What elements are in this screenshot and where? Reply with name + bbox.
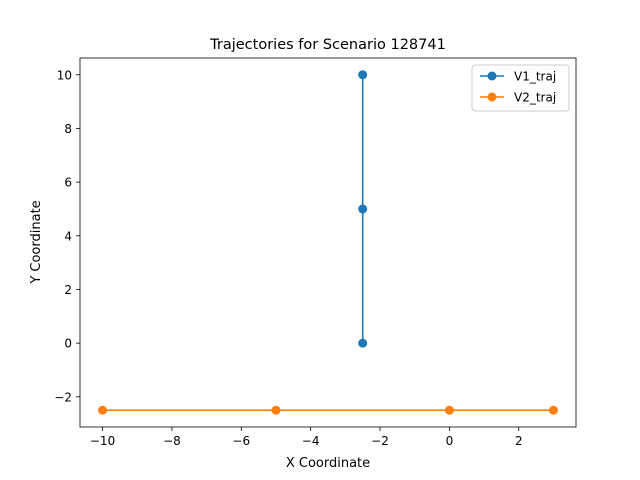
data-point-V1_traj bbox=[358, 204, 368, 214]
legend: V1_traj V2_traj bbox=[471, 64, 570, 112]
chart-title: Trajectories for Scenario 128741 bbox=[209, 37, 446, 53]
data-point-V1_traj bbox=[358, 338, 368, 348]
data-point-V2_traj bbox=[444, 405, 454, 415]
y-tick-label: 4 bbox=[64, 229, 72, 243]
x-tick-label: −2 bbox=[371, 434, 389, 448]
plot-frame bbox=[79, 57, 577, 428]
y-tick-label: 8 bbox=[64, 122, 72, 136]
y-tick-label: 2 bbox=[64, 283, 72, 297]
y-axis-label: Y Coordinate bbox=[29, 200, 44, 284]
legend-marker-V1_traj bbox=[487, 71, 497, 81]
legend-label: V2_traj bbox=[514, 91, 556, 105]
data-point-V1_traj bbox=[358, 70, 368, 80]
x-axis-label: X Coordinate bbox=[286, 456, 370, 471]
data-point-V2_traj bbox=[271, 405, 281, 415]
legend-marker-V2_traj bbox=[487, 92, 497, 102]
y-tick-label: −2 bbox=[54, 390, 72, 404]
y-tick-label: 6 bbox=[64, 176, 72, 190]
x-tick-label: −10 bbox=[90, 434, 115, 448]
data-point-V2_traj bbox=[548, 405, 558, 415]
x-tick-label: 0 bbox=[446, 434, 454, 448]
legend-label: V1_traj bbox=[514, 70, 556, 84]
y-tick-label: 0 bbox=[64, 337, 72, 351]
data-point-V2_traj bbox=[98, 405, 108, 415]
x-tick-label: −4 bbox=[302, 434, 320, 448]
x-tick-label: 2 bbox=[515, 434, 523, 448]
x-tick-label: −8 bbox=[163, 434, 181, 448]
x-tick-label: −6 bbox=[232, 434, 250, 448]
plot-area: −10 −8 −6 −4 −2 0 2 −2 0 2 4 6 8 10 bbox=[54, 57, 577, 448]
y-tick-label: 10 bbox=[57, 68, 72, 82]
